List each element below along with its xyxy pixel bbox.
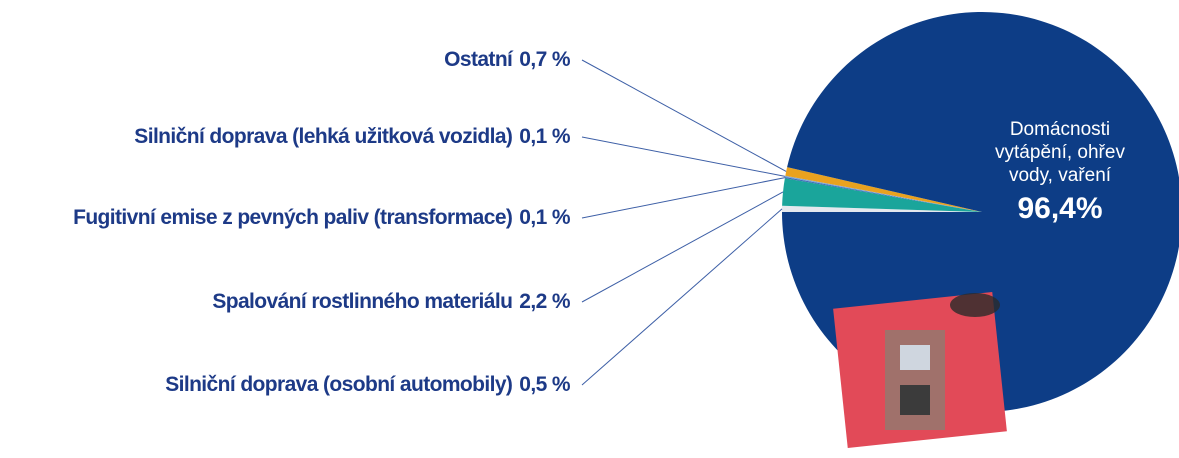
leader-line: [582, 209, 782, 385]
slice-name: Silniční doprava (osobní automobily): [165, 373, 512, 396]
slice-value: 0,5 %: [519, 373, 571, 396]
page: {"chart_data": {"type": "pie", "categori…: [0, 0, 1179, 458]
main-slice-name: Domácnosti vytápění, ohřev vody, vaření: [995, 119, 1125, 186]
slice-label: Silniční doprava (osobní automobily) 0,5 …: [165, 373, 571, 396]
slice-label: Silniční doprava (lehká užitková vozidla…: [134, 125, 571, 148]
main-slice-value: 96,4%: [985, 197, 1135, 220]
slice-value: 0,1 %: [519, 206, 571, 229]
slice-name: Silniční doprava (lehká užitková vozidla…: [134, 125, 512, 148]
slice-label: Fugitivní emise z pevných paliv (transfo…: [73, 206, 571, 229]
slice-name: Ostatní: [444, 48, 514, 71]
slice-value: 2,2 %: [519, 290, 571, 313]
slice-value: 0,1 %: [519, 125, 571, 148]
leader-line: [582, 192, 783, 302]
slice-value: 0,7 %: [519, 48, 571, 71]
main-slice-label: Domácnosti vytápění, ohřev vody, vaření …: [985, 118, 1135, 220]
leader-line: [582, 178, 785, 218]
leader-line: [582, 60, 786, 171]
slice-label: Spalování rostlinného materiálu 2,2 %: [212, 290, 571, 313]
chart: Ostatní0,7 % Silniční doprava (lehká užit…: [0, 0, 1179, 458]
slice-name: Spalování rostlinného materiálu: [212, 290, 512, 313]
leader-line: [582, 137, 785, 176]
photo-decoration: [833, 292, 1007, 448]
slice-name: Fugitivní emise z pevných paliv (transfo…: [73, 206, 512, 229]
